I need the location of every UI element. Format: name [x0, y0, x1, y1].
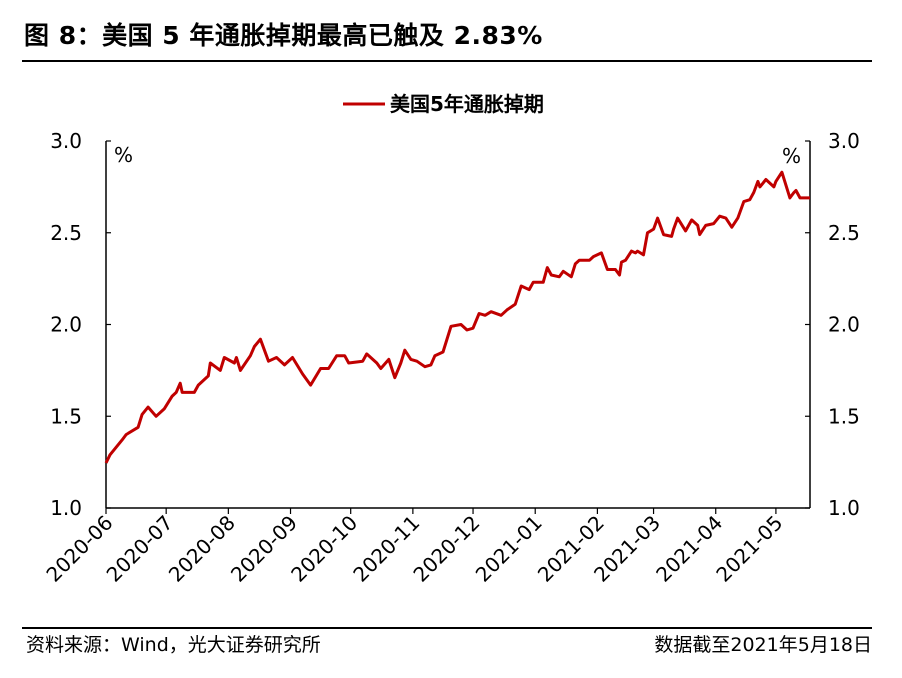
data-date-note: 数据截至2021年5月18日	[654, 634, 872, 656]
x-tick-label: 2020-07	[102, 511, 178, 587]
y-tick-label-left: 1.5	[50, 404, 82, 428]
figure-title: 图 8：美国 5 年通胀掉期最高已触及 2.83%	[24, 21, 543, 50]
y-tick-label-right: 1.5	[828, 404, 860, 428]
y-unit-left: %	[114, 143, 133, 167]
x-tick-label: 2020-08	[164, 511, 240, 587]
y-tick-label-right: 2.5	[828, 221, 860, 245]
x-tick-label: 2021-05	[711, 511, 787, 587]
x-tick-label: 2020-12	[409, 511, 485, 587]
y-tick-label-right: 3.0	[828, 129, 860, 153]
y-tick-label-left: 2.5	[50, 221, 82, 245]
legend-label: 美国5年通胀掉期	[390, 92, 544, 116]
y-unit-right: %	[782, 144, 801, 168]
y-tick-label-right: 2.0	[828, 313, 860, 337]
y-tick-label-left: 1.0	[50, 496, 82, 520]
y-tick-label-left: 3.0	[50, 129, 82, 153]
x-tick-label: 2020-10	[286, 511, 362, 587]
series-line-us-5y-inflation-swap	[104, 170, 810, 464]
y-tick-label-right: 1.0	[828, 496, 860, 520]
source-note: 资料来源：Wind，光大证券研究所	[26, 634, 321, 656]
footer-divider	[22, 627, 872, 629]
title-divider	[22, 60, 872, 62]
y-tick-label-left: 2.0	[50, 313, 82, 337]
x-tick-label: 2021-01	[471, 511, 547, 587]
legend: 美国5年通胀掉期	[343, 92, 544, 116]
